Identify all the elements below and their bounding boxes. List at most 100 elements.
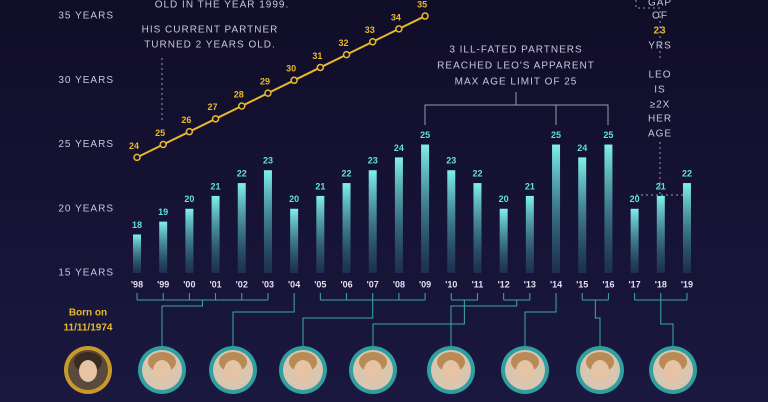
bar	[552, 144, 561, 273]
bar-label: 23	[446, 156, 456, 166]
x-tick-label: '10	[445, 279, 457, 289]
bar-label: 22	[237, 168, 247, 178]
bar-label: 18	[132, 220, 142, 230]
x-tick-label: '99	[157, 279, 169, 289]
bar	[682, 183, 691, 273]
x-tick-label: '06	[340, 279, 352, 289]
portrait-face	[442, 360, 460, 382]
bar	[394, 157, 403, 273]
bar-label: 20	[289, 194, 299, 204]
bar-label: 21	[525, 181, 535, 191]
age-line	[136, 15, 426, 159]
x-tick-label: '98	[131, 279, 143, 289]
x-tick-label: '12	[498, 279, 510, 289]
annotation: AGE	[648, 129, 672, 140]
annotation: Born on	[69, 308, 107, 319]
age-point	[421, 12, 429, 20]
age-label: 35	[417, 0, 427, 9]
bar-label: 25	[551, 130, 561, 140]
age-label: 31	[312, 51, 322, 61]
portrait-face	[664, 360, 682, 382]
x-tick-label: '04	[288, 279, 300, 289]
connector	[634, 293, 688, 346]
bar-label: 20	[499, 194, 509, 204]
annotation: HER	[648, 114, 672, 125]
x-tick-label: '18	[655, 279, 667, 289]
bar	[211, 195, 220, 273]
portrait-face	[591, 360, 609, 382]
age-point	[395, 25, 403, 33]
age-label: 27	[208, 102, 218, 112]
bar-label: 22	[342, 168, 352, 178]
connector	[524, 293, 557, 346]
bar	[237, 183, 246, 273]
brackets	[161, 0, 684, 196]
annotation: 11/11/1974	[64, 323, 113, 334]
bar	[499, 208, 508, 273]
x-tick-label: '15	[576, 279, 588, 289]
annotations: OLD IN THE YEAR 1999. HIS CURRENT PARTNE…	[64, 0, 672, 334]
age-point	[264, 89, 272, 97]
bar-label: 25	[603, 130, 613, 140]
bar	[525, 195, 534, 273]
annotation: LEO	[648, 70, 671, 81]
age-point	[238, 102, 246, 110]
connector	[581, 293, 609, 346]
connector	[302, 293, 426, 346]
x-tick-label: '02	[236, 279, 248, 289]
portrait-face	[79, 360, 97, 382]
portrait-face	[224, 360, 242, 382]
bar	[159, 221, 168, 273]
annotation: TURNED 2 YEARS OLD.	[144, 40, 276, 51]
connector	[136, 293, 269, 346]
x-tick-label: '19	[681, 279, 693, 289]
connector	[372, 293, 478, 346]
bar-label: 19	[158, 207, 168, 217]
annotation: ≥2X	[650, 100, 671, 111]
x-tick-label: '03	[262, 279, 274, 289]
bar-label: 20	[630, 194, 640, 204]
y-tick-label: 20 YEARS	[58, 203, 114, 214]
x-tick-label: '17	[629, 279, 641, 289]
bar	[185, 208, 194, 273]
age-label: 30	[286, 64, 296, 74]
bar-label: 24	[577, 143, 587, 153]
x-tick-label: '00	[183, 279, 195, 289]
connector	[232, 293, 295, 346]
annotation: 3 ILL-FATED PARTNERS	[449, 45, 582, 56]
portrait-face	[153, 360, 171, 382]
bar	[290, 208, 299, 273]
age-label: 29	[260, 77, 270, 87]
connectors	[136, 293, 688, 346]
bar	[473, 183, 482, 273]
bar-label: 21	[315, 181, 325, 191]
portrait-face	[294, 360, 312, 382]
age-point	[368, 38, 377, 46]
age-label: 26	[181, 115, 191, 125]
x-tick-label: '08	[393, 279, 405, 289]
age-label: 25	[155, 128, 165, 138]
x-tick-label: '01	[209, 279, 221, 289]
y-tick-label: 30 YEARS	[58, 75, 114, 86]
bar	[447, 170, 456, 273]
annotation: IS	[654, 85, 665, 96]
x-tick-label: '09	[419, 279, 431, 289]
age-label: 32	[339, 38, 349, 48]
y-tick-label: 25 YEARS	[58, 139, 114, 150]
annotation: MAX AGE LIMIT OF 25	[455, 77, 578, 88]
age-point	[159, 140, 167, 149]
annotation: REACHED LEO'S APPARENT	[437, 61, 595, 72]
bar	[421, 144, 430, 273]
age-point	[316, 63, 325, 72]
annotation: GAP	[648, 0, 672, 9]
bar	[133, 234, 141, 273]
bar-label: 22	[682, 168, 692, 178]
age-label: 34	[391, 12, 401, 22]
age-point	[342, 50, 351, 59]
age-label: 24	[129, 141, 139, 151]
bar	[604, 144, 613, 273]
bar-label: 24	[394, 143, 404, 153]
bar	[316, 195, 325, 273]
